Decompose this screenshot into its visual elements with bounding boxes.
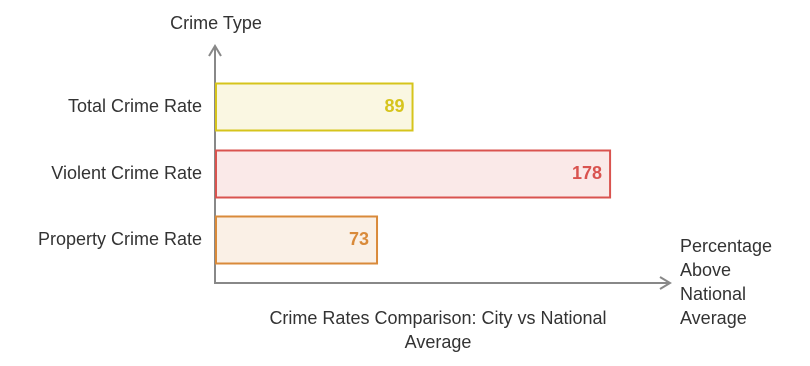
bar — [215, 215, 379, 265]
x-axis-label: Percentage Above National Average — [680, 236, 773, 328]
chart-title: Crime Rates Comparison: City vs National… — [269, 308, 607, 352]
y-axis-arrow — [208, 44, 222, 57]
bar — [215, 149, 612, 199]
value-label: 89 — [385, 96, 405, 116]
value-label: 73 — [349, 229, 369, 249]
bar — [215, 82, 414, 132]
y-tick-label: Violent Crime Rate — [51, 163, 202, 183]
x-axis-arrow — [659, 276, 672, 290]
y-tick-label: Property Crime Rate — [38, 229, 202, 249]
value-label: 178 — [572, 163, 602, 183]
y-tick-label: Total Crime Rate — [68, 96, 202, 116]
y-axis-label: Crime Type — [170, 13, 262, 33]
